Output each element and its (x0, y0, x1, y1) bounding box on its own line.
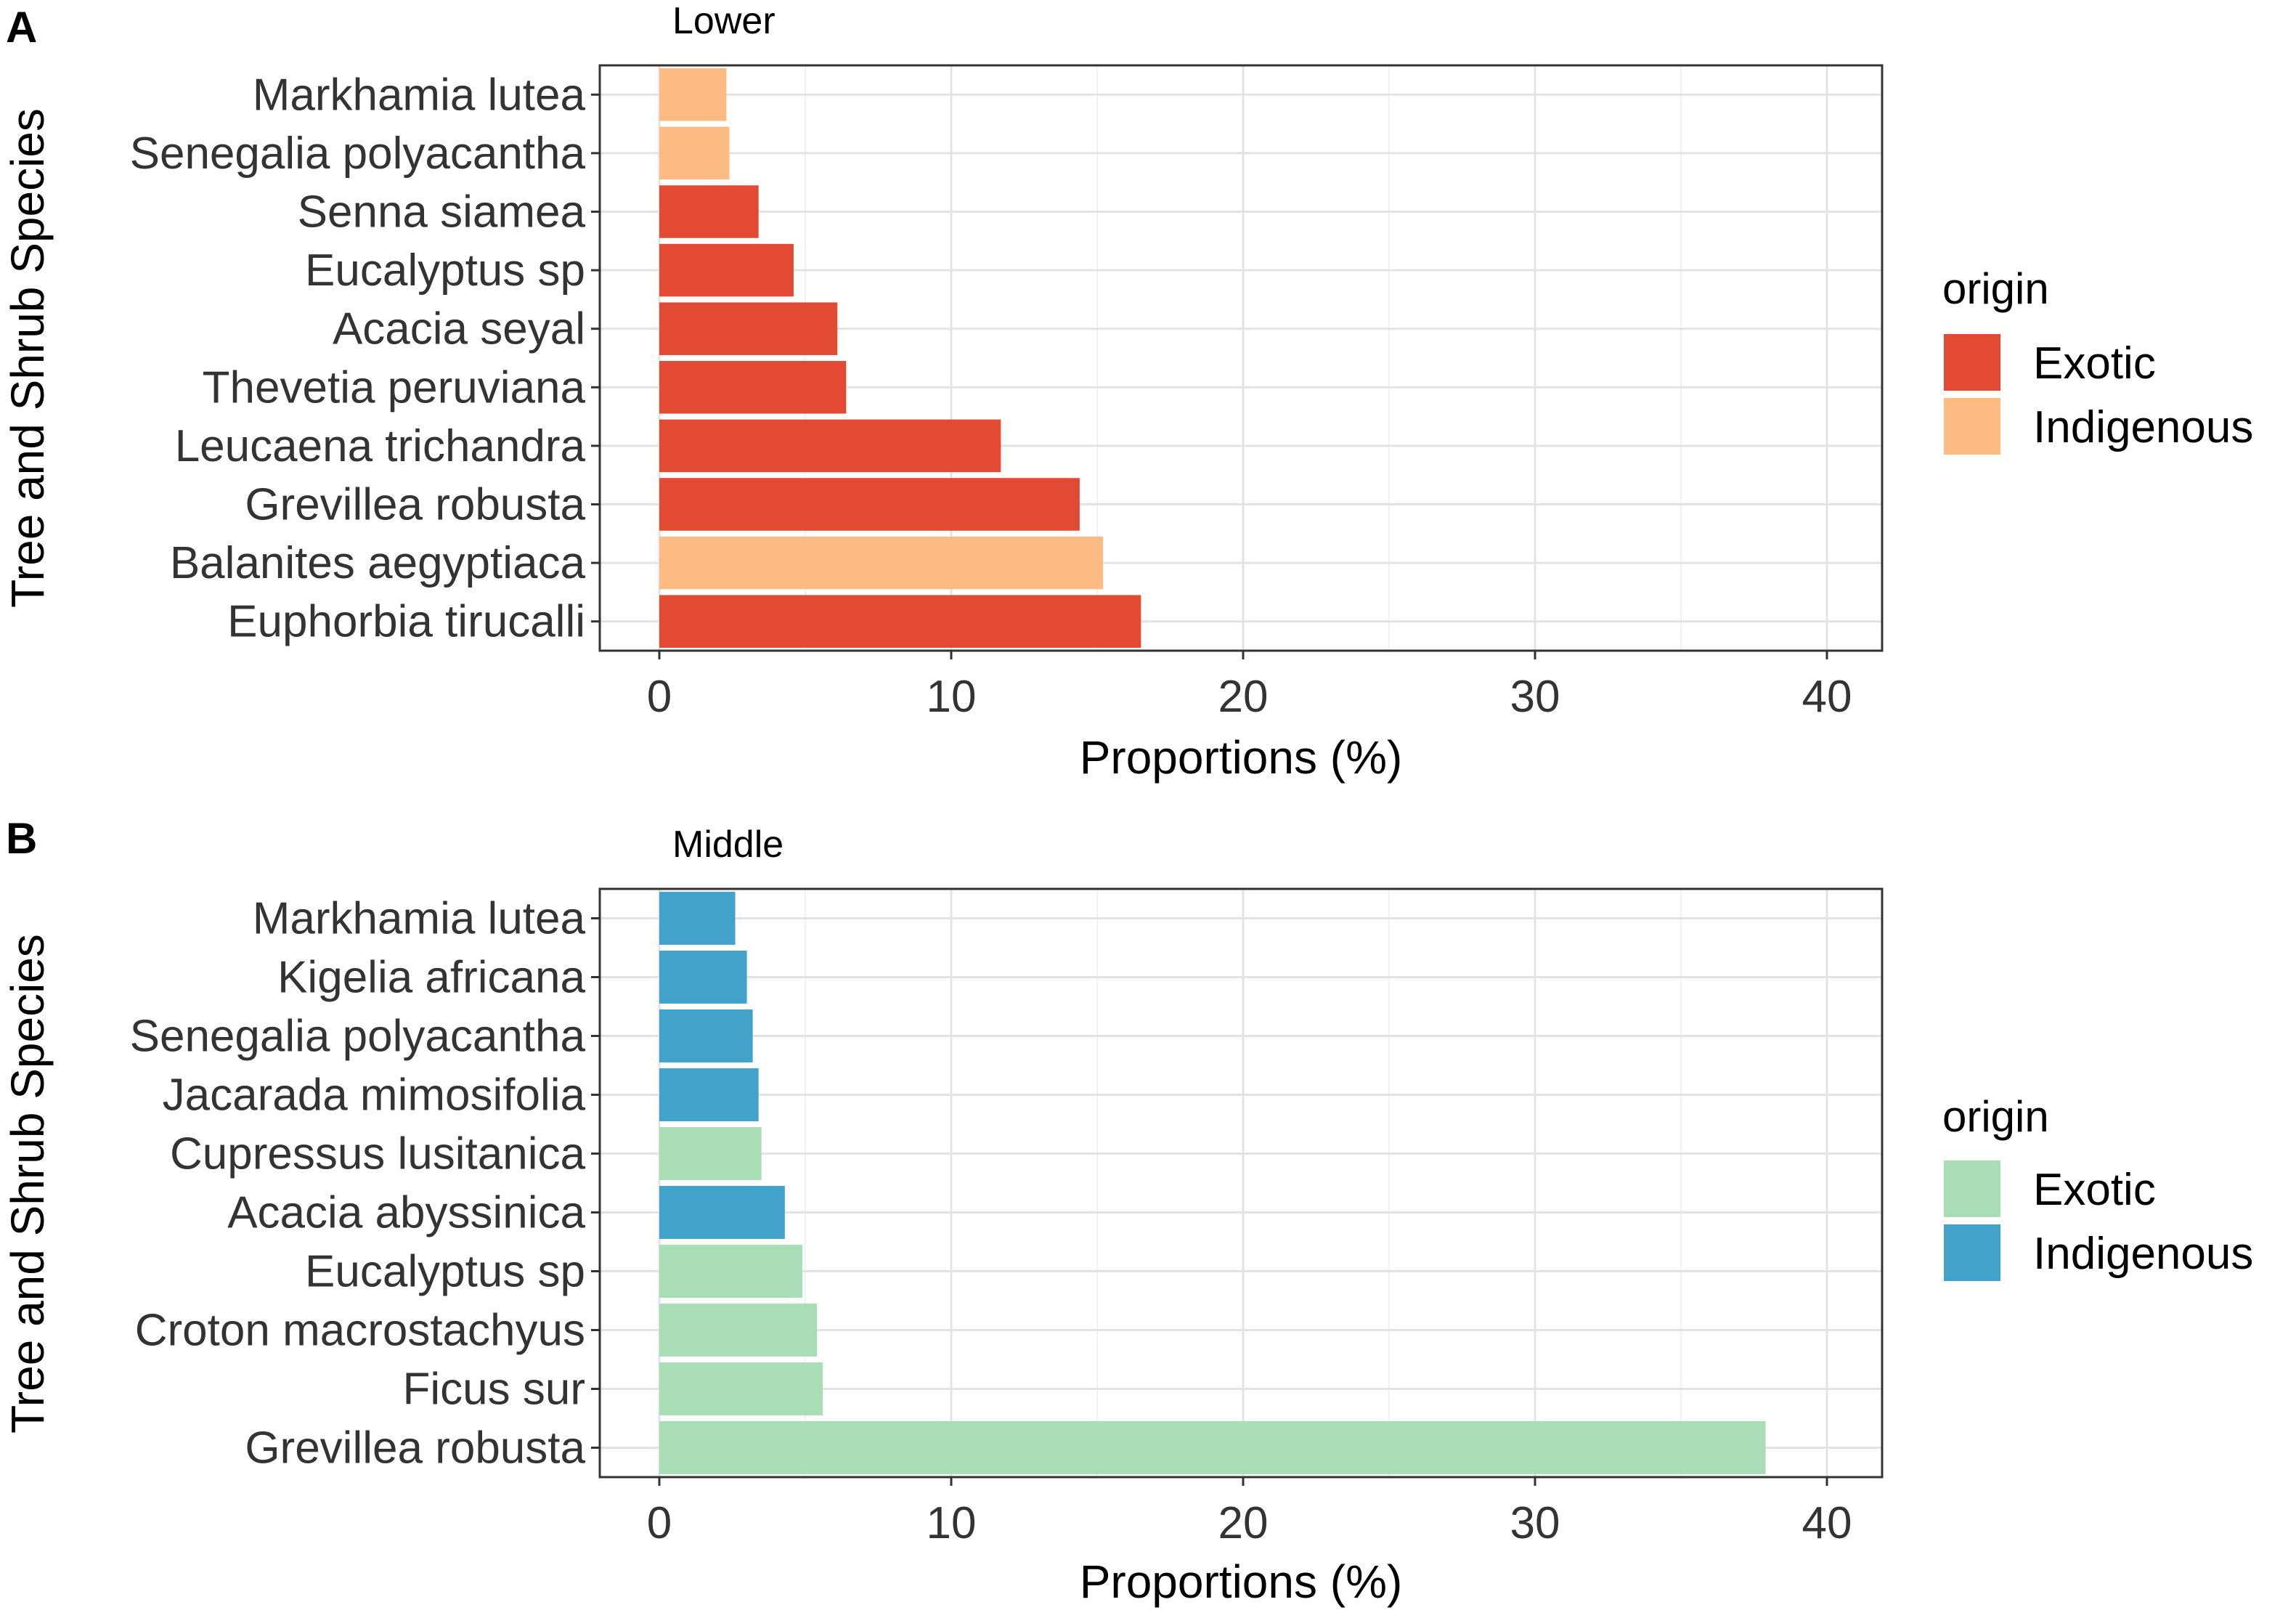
y-tick-label: Balanites aegyptiaca (170, 538, 586, 588)
bar-kigelia-africana (659, 951, 747, 1004)
y-tick-label: Euphorbia tirucalli (227, 597, 585, 647)
y-tick-label: Grevillea robusta (245, 480, 585, 530)
x-tick-label: 40 (1802, 1498, 1852, 1548)
x-tick-label: 10 (927, 1498, 977, 1548)
bar-markhamia-lutea (659, 892, 736, 945)
legend-label: Exotic (2033, 338, 2156, 389)
y-tick-label: Acacia seyal (333, 304, 585, 354)
chart-panel-a: Markhamia lutea Senegalia polyacantha Senn… (1, 0, 2253, 784)
legend-title: origin (1942, 264, 2049, 313)
bar-grevillea-robusta (659, 478, 1080, 531)
y-tick-label: Croton macrostachyus (135, 1306, 585, 1356)
chart-title: Lower (672, 0, 775, 42)
x-tick-label: 0 (647, 672, 672, 722)
legend: origin Exotic Indigenous (1942, 1092, 2253, 1281)
bar-ficus-sur (659, 1362, 823, 1415)
y-axis-title: Tree and Shrub Species (1, 934, 54, 1434)
y-tick-label: Eucalyptus sp (305, 245, 585, 296)
y-tick-label: Kigelia africana (277, 953, 585, 1003)
y-tick-label: Senegalia polyacantha (130, 129, 586, 179)
bar-croton-macrostachyus (659, 1304, 818, 1357)
y-tick-label: Markhamia lutea (253, 894, 586, 944)
bar-balanites-aegyptiaca (659, 536, 1104, 590)
y-axis-title: Tree and Shrub Species (1, 108, 54, 608)
y-tick-label: Ficus sur (403, 1365, 585, 1415)
y-tick-label: Senna siamea (298, 187, 586, 237)
bar-cupressus-lusitanica (659, 1127, 762, 1180)
legend-label: Indigenous (2033, 402, 2253, 452)
y-tick-label: Senegalia polyacantha (130, 1012, 586, 1062)
y-tick-label: Thevetia peruviana (203, 362, 586, 412)
bar-senegalia-polyacantha (659, 1009, 753, 1062)
x-tick-label: 10 (927, 672, 977, 722)
bar-senegalia-polyacantha (659, 126, 730, 180)
bar-euphorbia-tirucalli (659, 595, 1141, 648)
plot-border (598, 887, 1884, 1479)
legend-key-exotic (1944, 1160, 2000, 1217)
chart-panel-b: Markhamia lutea Kigelia africana Senegalia… (1, 814, 2253, 1608)
x-axis-title: Proportions (%) (1080, 1556, 1403, 1608)
legend-key-exotic (1944, 334, 2000, 391)
legend-title: origin (1942, 1092, 2049, 1141)
legend-key-indigenous (1944, 398, 2000, 455)
bar-thevetia-peruviana (659, 361, 847, 414)
bar-eucalyptus-sp (659, 243, 794, 297)
legend-label: Exotic (2033, 1165, 2156, 1215)
bar-senna-siamea (659, 185, 759, 238)
x-tick-label: 0 (647, 1498, 672, 1548)
bar-eucalyptus-sp (659, 1245, 802, 1298)
bar-markhamia-lutea (659, 68, 727, 121)
bar-leucaena-trichandra (659, 419, 1001, 473)
y-tick-label: Grevillea robusta (245, 1423, 585, 1473)
x-tick-label: 30 (1510, 1498, 1560, 1548)
chart-title: Middle (672, 824, 783, 866)
x-axis-title: Proportions (%) (1080, 731, 1403, 784)
y-tick-label: Acacia abyssinica (227, 1188, 585, 1238)
bar-grevillea-robusta (659, 1421, 1766, 1474)
y-tick-label: Eucalyptus sp (305, 1247, 585, 1297)
bar-acacia-abyssinica (659, 1186, 785, 1239)
x-tick-label: 20 (1218, 1498, 1269, 1548)
x-tick-label: 30 (1510, 672, 1560, 722)
legend: origin Exotic Indigenous (1942, 264, 2253, 455)
legend-label: Indigenous (2033, 1229, 2253, 1279)
bar-jacarada-mimosifolia (659, 1068, 759, 1121)
y-tick-label: Markhamia lutea (253, 70, 586, 120)
panel-label: B (6, 814, 37, 863)
legend-key-indigenous (1944, 1224, 2000, 1281)
plot-border (598, 64, 1884, 652)
x-tick-label: 20 (1218, 672, 1269, 722)
bar-acacia-seyal (659, 302, 838, 355)
y-tick-label: Cupressus lusitanica (170, 1129, 586, 1179)
x-tick-label: 40 (1802, 672, 1852, 722)
panel-label: A (6, 3, 37, 52)
y-tick-label: Jacarada mimosifolia (163, 1070, 586, 1121)
y-tick-label: Leucaena trichandra (175, 421, 586, 471)
